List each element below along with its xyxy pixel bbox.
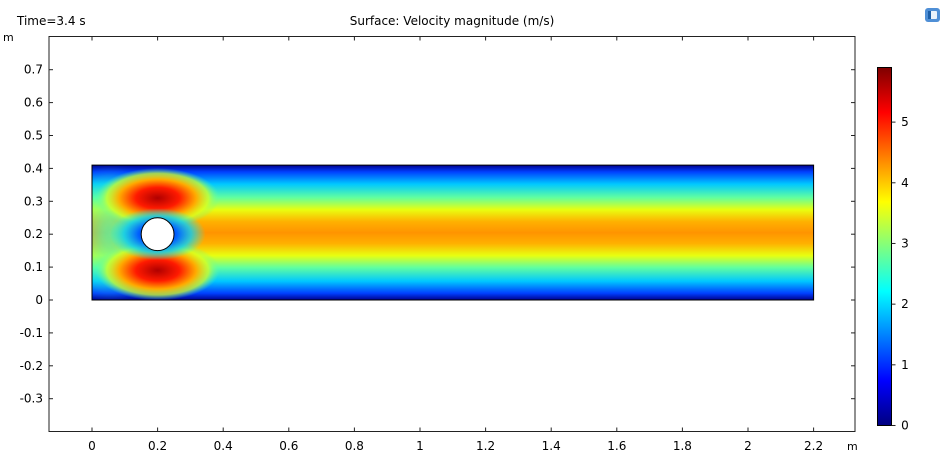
velocity-heatmap [92,165,814,300]
y-axis-ticks: 0.7 0.6 0.5 0.4 0.3 0.2 0.1 0 -0.1 -0.2 -0.3 [20,63,855,406]
x-tick-label: 0.2 [148,439,167,453]
colorbar-tick-label: 4 [901,176,909,190]
x-tick-label: 0.4 [214,439,233,453]
y-tick-label: -0.3 [20,392,43,406]
colorbar-tick-label: 5 [901,115,909,129]
x-tick-label: 0.8 [345,439,364,453]
channel-domain-outline [91,164,815,301]
x-tick-label: 1.2 [476,439,495,453]
y-tick-label: 0.1 [24,260,43,274]
y-tick-label: 0.4 [24,161,43,175]
accelerated-flow-top [95,168,220,229]
colorbar-tick-label: 3 [901,236,909,250]
y-tick-label: -0.2 [20,359,43,373]
plot-title: Surface: Velocity magnitude (m/s) [350,14,555,28]
x-axis-ticks: 0 0.2 0.4 0.6 0.8 1 1.2 1.4 1.6 1.8 2 2.2 [88,36,823,453]
colorbar-tick-label: 2 [901,297,909,311]
time-label: Time=3.4 s [16,14,86,28]
x-axis-unit: m [847,440,858,453]
plot-window-icon[interactable] [924,7,941,23]
x-tick-label: 0 [88,439,96,453]
x-tick-label: 2.2 [804,439,823,453]
colorbar-ticks: 0 1 2 3 4 5 [891,115,909,433]
accelerated-flow-bottom [95,240,220,300]
x-tick-label: 2 [744,439,752,453]
colorbar [877,67,892,426]
colorbar-tick-label: 0 [901,419,909,433]
colorbar-tick-label: 1 [901,358,909,372]
y-tick-label: -0.1 [20,326,43,340]
y-tick-label: 0.2 [24,227,43,241]
x-tick-label: 1.8 [673,439,692,453]
x-tick-label: 1 [416,439,424,453]
y-tick-label: 0.3 [24,194,43,208]
y-tick-label: 0.6 [24,96,43,110]
y-tick-label: 0 [35,293,43,307]
x-tick-label: 0.6 [279,439,298,453]
y-axis-unit: m [3,31,14,44]
y-tick-label: 0.5 [24,129,43,143]
x-tick-label: 1.4 [542,439,561,453]
y-tick-label: 0.7 [24,63,43,77]
x-tick-label: 1.6 [607,439,626,453]
cylinder-obstacle [140,217,175,252]
